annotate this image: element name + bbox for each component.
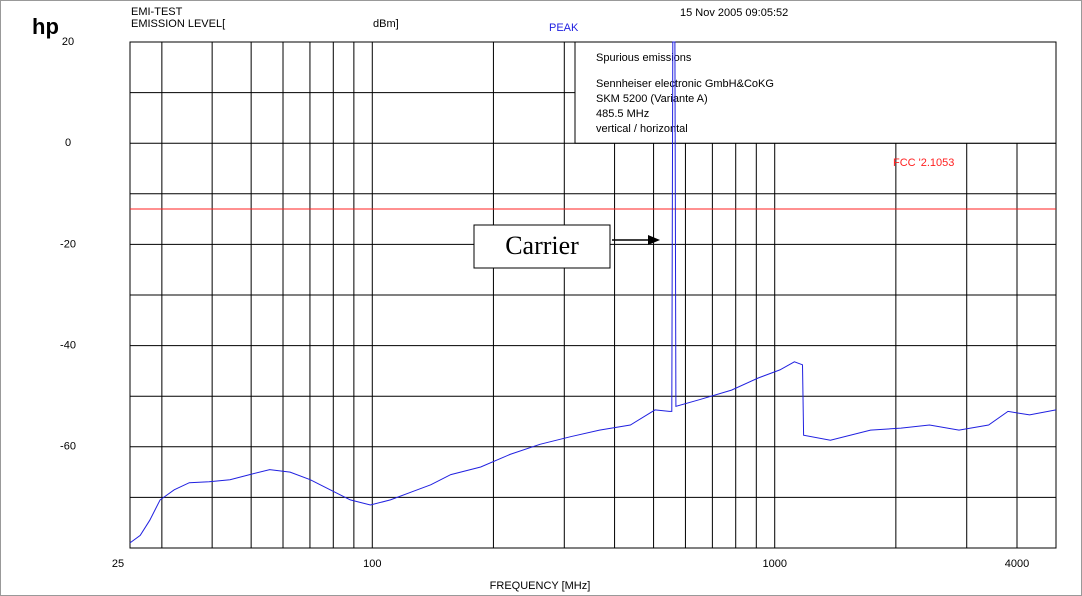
y-tick-label: -60 [60, 441, 76, 453]
annotation-box [473, 224, 611, 269]
info-text: SKM 5200 (Variante A) [596, 93, 708, 105]
info-text: vertical / horizontal [596, 123, 688, 135]
arrow-head [648, 235, 660, 245]
x-tick-label: 100 [363, 558, 381, 570]
info-text: Sennheiser electronic GmbH&CoKG [596, 78, 774, 90]
x-axis-label: FREQUENCY [MHz] [490, 580, 591, 592]
x-tick-label: 25 [112, 558, 124, 570]
limit-label: FCC '2.1053 [893, 157, 954, 169]
info-text: Spurious emissions [596, 52, 692, 64]
unit: dBm] [373, 18, 399, 30]
x-tick-label: 1000 [762, 558, 786, 570]
logo: hp [32, 14, 59, 39]
info-box [574, 41, 1057, 144]
header: EMI-TEST [131, 6, 183, 18]
y-tick-label: 0 [65, 137, 71, 149]
annotation: Carrier [505, 231, 579, 260]
trace [129, 41, 1057, 544]
header: EMISSION LEVEL[ [131, 18, 225, 30]
y-tick-label: -40 [60, 340, 76, 352]
timestamp: 15 Nov 2005 09:05:52 [680, 7, 788, 19]
y-tick-label: -20 [60, 238, 76, 250]
detector: PEAK [549, 22, 579, 34]
x-tick-label: 4000 [1005, 558, 1029, 570]
info-text: 485.5 MHz [596, 108, 649, 120]
y-tick-label: 20 [62, 36, 74, 48]
